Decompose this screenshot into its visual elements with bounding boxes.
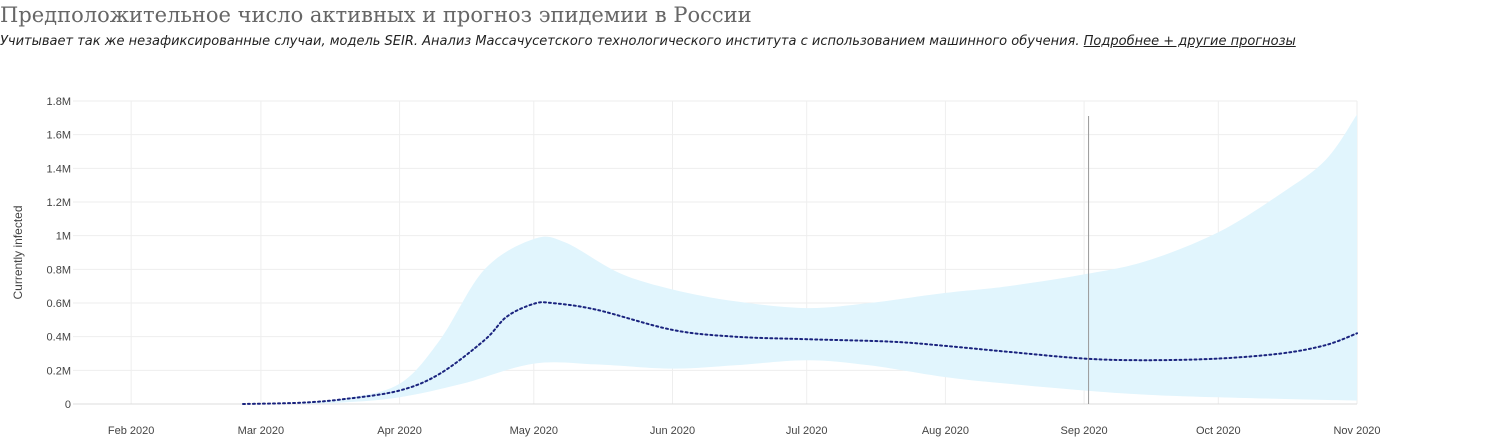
x-tick-label: May 2020 — [510, 425, 558, 437]
x-tick-label: Jul 2020 — [786, 425, 828, 437]
subtitle-text: Учитывает так же незафиксированные случа… — [0, 34, 1080, 49]
chart-subtitle: Учитывает так же незафиксированные случа… — [0, 34, 1296, 49]
x-tick-label: Sep 2020 — [1061, 425, 1108, 437]
y-axis-labels: 0 0.2M 0.4M 0.6M 0.8M 1M 1.2M 1.4M 1.6M 1.8M — [47, 96, 71, 411]
more-forecasts-link[interactable]: Подробнее + другие прогнозы — [1083, 34, 1296, 49]
x-tick-label: Aug 2020 — [922, 425, 969, 437]
y-tick-label: 1.6M — [47, 130, 71, 142]
y-tick-label: 1.4M — [47, 163, 71, 175]
forecast-line-layer — [242, 301, 1358, 405]
y-tick-label: 0 — [65, 399, 71, 411]
x-tick-label: Feb 2020 — [108, 425, 154, 437]
y-tick-label: 1.8M — [47, 96, 71, 108]
y-tick-label: 0.2M — [47, 365, 71, 377]
y-tick-label: 1M — [56, 231, 71, 243]
x-tick-label: Nov 2020 — [1333, 425, 1380, 437]
y-tick-label: 1.2M — [47, 197, 71, 209]
x-tick-label: Apr 2020 — [377, 425, 422, 437]
y-tick-label: 0.6M — [47, 298, 71, 310]
y-axis-title: Currently infected — [11, 205, 25, 299]
confidence-band-layer — [301, 114, 1358, 404]
confidence-band — [301, 114, 1358, 404]
chart-title: Предположительное число активных и прогн… — [0, 3, 752, 27]
x-tick-label: Mar 2020 — [238, 425, 284, 437]
x-axis-labels: Feb 2020 Mar 2020 Apr 2020 May 2020 Jun 2020… — [108, 425, 1381, 437]
x-tick-label: Oct 2020 — [1196, 425, 1241, 437]
y-tick-label: 0.8M — [47, 264, 71, 276]
x-tick-label: Jun 2020 — [650, 425, 695, 437]
forecast-line — [242, 301, 1358, 405]
y-tick-label: 0.4M — [47, 332, 71, 344]
